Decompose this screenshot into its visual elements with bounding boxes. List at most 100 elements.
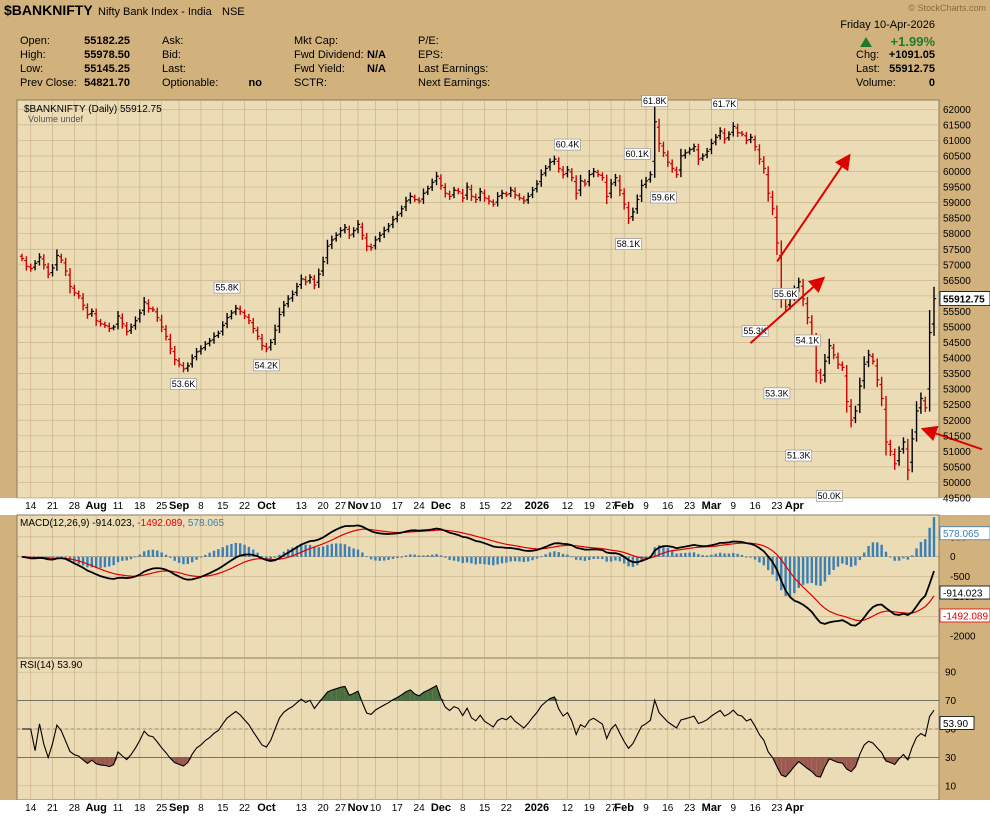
macd-histogram-bar: [313, 546, 316, 557]
macd-histogram-bar: [273, 556, 277, 558]
macd-histogram-bar: [505, 556, 508, 563]
x-tick-label: Nov: [348, 802, 370, 814]
macd-histogram-bar: [858, 556, 862, 560]
field-label: P/E:: [418, 35, 439, 47]
field-label: Bid:: [162, 49, 181, 61]
x-tick-label: 21: [47, 803, 59, 814]
x-tick-label: 17: [392, 803, 404, 814]
macd-value-label: -914.023: [943, 589, 983, 600]
macd-histogram-bar: [470, 556, 473, 564]
macd-histogram-bar: [548, 552, 552, 557]
macd-histogram-bar: [688, 552, 691, 557]
macd-histogram-bar: [439, 555, 443, 557]
macd-histogram-bar: [487, 556, 491, 565]
macd-histogram-bar: [915, 548, 918, 557]
macd-tick-label: -2000: [950, 632, 976, 643]
field-label: Low:: [20, 63, 43, 75]
x-tick-label: 27: [606, 803, 618, 814]
exchange-label: NSE: [222, 6, 245, 18]
x-tick-label: Feb: [614, 802, 634, 814]
field-value: 54821.70: [84, 77, 130, 89]
peak-label: 50.0K: [818, 491, 842, 501]
macd-histogram-bar: [636, 556, 639, 566]
macd-histogram-bar: [736, 553, 739, 557]
rsi-overbought-fill: [423, 690, 428, 701]
macd-histogram-bar: [583, 556, 587, 561]
macd-histogram-bar: [212, 550, 216, 557]
rsi-overbought-fill: [397, 694, 402, 701]
axes: 141421212828AugAug111118182525SepSep8815…: [25, 105, 990, 814]
macd-histogram-bar: [391, 556, 395, 559]
x-tick-label: 12: [562, 803, 574, 814]
rsi-oversold-fill: [794, 757, 799, 767]
macd-histogram-bar: [160, 552, 163, 557]
macd-histogram-bar: [810, 556, 814, 584]
macd-histogram-bar: [396, 556, 399, 558]
field-label: Volume:: [856, 77, 896, 89]
macd-histogram-bar: [758, 556, 761, 563]
macd-value-box: [939, 608, 990, 623]
macd-histogram-bar: [509, 556, 512, 562]
rsi-oversold-fill: [798, 757, 804, 766]
y-tick-label: 55000: [943, 322, 971, 333]
price-chart-title: $BANKNIFTY (Daily) 55912.75: [24, 104, 162, 115]
y-tick-label: 52500: [943, 400, 971, 411]
field-label: Mkt Cap:: [294, 35, 338, 47]
x-tick-label: Nov: [348, 500, 370, 512]
macd-histogram-bar: [928, 527, 931, 557]
x-tick-label: 15: [479, 501, 491, 512]
peak-label-box: [253, 359, 280, 372]
x-tick-label: 16: [750, 501, 762, 512]
x-tick-label: 8: [198, 803, 204, 814]
macd-histogram-bar: [422, 555, 425, 557]
macd-histogram-bar: [435, 554, 438, 557]
rsi-overbought-fill: [336, 687, 341, 701]
macd-histogram-bar: [243, 544, 246, 557]
macd-histogram-bar: [156, 550, 159, 557]
macd-histogram-bar: [806, 556, 809, 584]
macd-histogram-bar: [269, 556, 272, 560]
macd-histogram-bar: [588, 556, 591, 561]
x-tick-label: 14: [25, 501, 37, 512]
x-tick-label: 23: [684, 803, 696, 814]
peak-label-box: [785, 449, 813, 462]
macd-histogram-bar: [300, 544, 303, 557]
macd-histogram-bar: [190, 556, 194, 563]
macd-histogram-bar: [321, 546, 325, 557]
peak-label: 51.3K: [787, 451, 811, 461]
rsi-tick-label: 30: [945, 753, 957, 764]
y-tick-label: 59000: [943, 198, 971, 209]
rsi-oversold-fill: [109, 757, 114, 767]
y-tick-label: 50500: [943, 462, 971, 473]
macd-histogram-bar: [540, 556, 543, 558]
xaxis-band-1: [0, 498, 990, 515]
field-label: Chg:: [856, 49, 879, 61]
macd-histogram-bar: [409, 554, 412, 557]
x-tick-label: 21: [47, 501, 59, 512]
macd-histogram-bar: [880, 544, 883, 557]
macd-histogram-bar: [234, 542, 238, 557]
macd-value-box: [939, 526, 990, 541]
x-tick-label: 24: [414, 501, 426, 512]
macd-title-signal: -1492.089,: [137, 518, 188, 529]
macd-histogram-bar: [740, 554, 744, 557]
macd-histogram-bar: [780, 556, 783, 591]
rsi-overbought-fill: [406, 689, 411, 701]
y-tick-label: 60000: [943, 167, 971, 178]
macd-histogram-bar: [195, 556, 198, 560]
macd-histogram-bar: [108, 556, 111, 567]
macd-histogram-bar: [609, 556, 613, 562]
macd-histogram-bar: [413, 554, 416, 557]
macd-histogram-bar: [452, 556, 456, 561]
field-value: 55912.75: [889, 63, 935, 75]
macd-histogram-bar: [897, 556, 901, 561]
macd-histogram-bar: [64, 556, 67, 558]
macd-histogram-bar: [605, 556, 608, 562]
macd-histogram-bar: [771, 556, 774, 575]
macd-histogram-bar: [483, 556, 486, 565]
macd-histogram-bar: [374, 556, 377, 561]
macd-histogram-bar: [849, 556, 853, 567]
field-value: 55145.25: [84, 63, 130, 75]
